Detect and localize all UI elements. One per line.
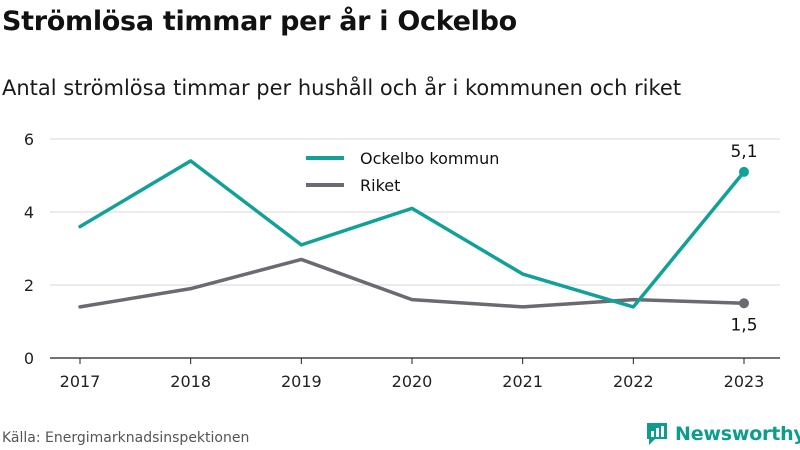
legend: Ockelbo kommun Riket <box>306 149 499 195</box>
chart-subtitle: Antal strömlösa timmar per hushåll och å… <box>2 76 682 100</box>
newsworthy-logo-text: Newsworthy <box>675 423 800 445</box>
x-tick-label: 2017 <box>60 372 101 391</box>
axes: 0 2 4 6 2017 2018 2019 2020 2021 2022 2023 <box>24 130 780 391</box>
legend-label-ockelbo: Ockelbo kommun <box>360 149 499 168</box>
newsworthy-logo-icon <box>647 423 667 445</box>
series-line-ockelbo <box>78 159 746 309</box>
newsworthy-logo: Newsworthy <box>645 420 800 448</box>
series-line-riket <box>78 257 746 309</box>
end-point-ockelbo <box>739 166 749 177</box>
data-label-ockelbo: 5,1 <box>730 142 757 162</box>
source-note: Källa: Energimarknadsinspektionen <box>2 430 250 446</box>
x-tick-label: 2019 <box>281 372 322 391</box>
x-tick-label: 2020 <box>392 372 433 391</box>
chart-title: Strömlösa timmar per år i Ockelbo <box>2 6 517 37</box>
y-tick-label: 2 <box>24 276 34 295</box>
x-tick-label: 2021 <box>502 372 543 391</box>
end-point-riket <box>739 298 749 309</box>
x-tick-label: 2022 <box>613 372 654 391</box>
legend-label-riket: Riket <box>360 176 400 195</box>
x-tick-label: 2018 <box>170 372 211 391</box>
data-label-riket: 1,5 <box>730 315 757 335</box>
y-tick-label: 0 <box>24 349 34 368</box>
x-tick-label: 2023 <box>724 372 765 391</box>
series-lines: 1,5 5,1 <box>78 142 758 335</box>
y-tick-label: 6 <box>24 130 34 149</box>
y-tick-label: 4 <box>24 203 34 222</box>
